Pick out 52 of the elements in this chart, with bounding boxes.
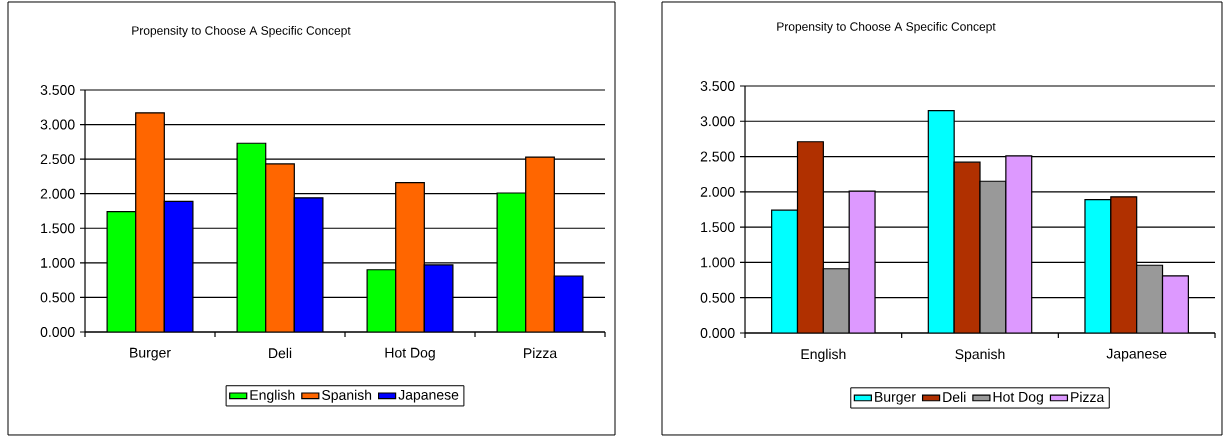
y-tick-label: 1.000	[701, 257, 735, 268]
y-tick-label: 1.500	[701, 222, 735, 233]
bar	[553, 275, 584, 332]
bar	[1110, 196, 1138, 333]
x-tick-label: Pizza	[524, 347, 558, 359]
y-tick-label: 3.000	[40, 119, 75, 130]
bar	[927, 110, 955, 333]
y-tick-label: 0.000	[700, 328, 735, 338]
legend-label: Burger	[875, 392, 916, 405]
bar	[796, 141, 824, 333]
bar	[1161, 275, 1189, 333]
y-tick-label: 0.000	[40, 327, 75, 337]
bar	[236, 142, 267, 332]
bar	[953, 161, 981, 333]
chart-title: Propensity to Choose A Specific Concept	[132, 25, 351, 38]
x-tick-label: Hot Dog	[385, 347, 435, 361]
legend-label: Hot Dog	[993, 392, 1043, 405]
bar	[979, 180, 1007, 333]
x-tick-label: Burger	[130, 347, 171, 361]
bar	[822, 268, 850, 333]
x-tick-label: Deli	[269, 347, 292, 359]
y-tick-label: 2.500	[40, 154, 75, 165]
y-tick-label: 2.500	[700, 151, 735, 162]
bar	[163, 200, 194, 332]
bar	[1136, 264, 1164, 333]
bar	[366, 269, 397, 332]
y-tick-label: 1.000	[41, 257, 75, 268]
legend-label: Deli	[943, 391, 966, 403]
y-tick-label: 1.500	[41, 223, 75, 234]
y-tick-label: 3.500	[40, 85, 75, 95]
bar	[1084, 199, 1112, 333]
y-tick-label: 2.000	[40, 188, 75, 199]
bar	[106, 211, 137, 332]
y-tick-label: 2.000	[700, 186, 735, 197]
bar	[496, 192, 527, 332]
y-tick-label: 3.500	[700, 81, 735, 91]
bar	[1005, 155, 1033, 333]
legend-label: English	[250, 389, 295, 403]
legend-label: Japanese	[398, 389, 459, 403]
x-tick-label: Japanese	[1106, 348, 1167, 362]
x-tick-label: English	[801, 348, 846, 362]
y-tick-label: 0.500	[700, 292, 735, 303]
bar	[423, 264, 454, 332]
bar	[293, 197, 324, 332]
y-tick-label: 3.000	[700, 116, 735, 127]
chart-title: Propensity to Choose A Specific Concept	[777, 21, 996, 34]
legend-label: Pizza	[1071, 391, 1105, 403]
x-tick-label: Spanish	[955, 348, 1005, 362]
y-tick-label: 0.500	[40, 292, 75, 303]
legend-label: Spanish	[322, 389, 372, 403]
bar	[848, 190, 876, 333]
bar	[771, 209, 799, 333]
